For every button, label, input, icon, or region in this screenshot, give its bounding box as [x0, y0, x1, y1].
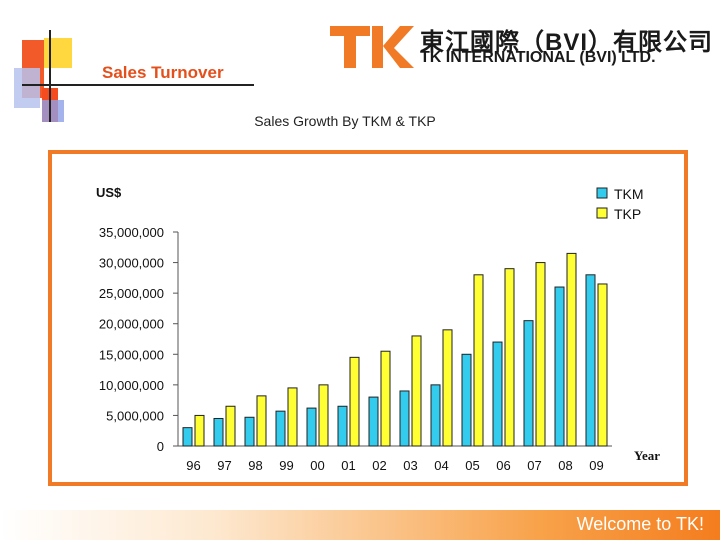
- bar-tkm: [275, 410, 286, 447]
- y-tick-label: 20,000,000: [99, 317, 164, 332]
- bar-chart: 0 5,000,000 10,000,000 15,000,000 20,000,000…: [96, 185, 660, 473]
- bar-tkm: [368, 396, 379, 447]
- bar-tkm: [554, 286, 565, 447]
- bar-tkp: [504, 268, 515, 447]
- bar-tkm: [213, 417, 224, 447]
- bar-tkp: [566, 252, 577, 447]
- x-tick-label: 02: [372, 458, 386, 473]
- x-tick-label: 04: [434, 458, 448, 473]
- chart-title: Sales Growth By TKM & TKP: [254, 113, 436, 129]
- footer-text: Welcome to TK!: [576, 514, 704, 534]
- footer-banner: Welcome to TK!: [0, 510, 720, 540]
- x-tick-label: 07: [527, 458, 541, 473]
- decorative-yellow-block: [44, 38, 72, 68]
- y-tick-label: 25,000,000: [99, 286, 164, 301]
- bar-tkm: [182, 427, 193, 447]
- bar-tkp: [256, 395, 267, 447]
- x-tick-label: 96: [186, 458, 200, 473]
- x-tick-label: 03: [403, 458, 417, 473]
- x-tick-label: 98: [248, 458, 262, 473]
- x-tick-label: 99: [279, 458, 293, 473]
- tk-logo-mark: [330, 26, 414, 68]
- bar-tkp: [380, 350, 391, 447]
- x-tick-label: 08: [558, 458, 572, 473]
- decorative-blue-block-small: [42, 100, 64, 122]
- bar-tkp: [349, 356, 360, 447]
- y-tick-label: 30,000,000: [99, 256, 164, 271]
- y-tick-label: 10,000,000: [99, 378, 164, 393]
- decorative-vertical-line: [49, 30, 51, 122]
- decorative-horizontal-line: [22, 84, 254, 86]
- decorative-blue-block: [14, 68, 40, 108]
- x-axis-label: Year: [634, 448, 660, 463]
- y-axis-label: US$: [96, 185, 122, 200]
- legend-label: TKP: [614, 206, 641, 222]
- bar-tkp: [473, 274, 484, 447]
- y-tick-label: 5,000,000: [106, 408, 164, 423]
- bar-tkm: [585, 274, 596, 447]
- bar-tkp: [194, 414, 205, 447]
- x-tick-label: 05: [465, 458, 479, 473]
- bar-tkm: [337, 405, 348, 447]
- bar-tkp: [287, 387, 298, 447]
- legend-swatch: [596, 187, 608, 199]
- logo-chinese-name: 東江國際（BVI）有限公司: [420, 29, 714, 56]
- logo-english-name: TK INTERNATIONAL (BVI) LTD.: [420, 49, 656, 66]
- bar-tkm: [461, 353, 472, 447]
- bar-tkm: [523, 320, 534, 447]
- x-tick-label: 00: [310, 458, 324, 473]
- bar-tkm: [306, 407, 317, 447]
- x-tick-label: 06: [496, 458, 510, 473]
- legend-swatch: [596, 207, 608, 219]
- bar-tkp: [318, 384, 329, 447]
- y-tick-label: 35,000,000: [99, 225, 164, 240]
- bar-tkm: [492, 341, 503, 447]
- bar-tkp: [597, 283, 608, 447]
- y-tick-label: 0: [157, 439, 164, 454]
- y-tick-label: 15,000,000: [99, 347, 164, 362]
- x-tick-label: 01: [341, 458, 355, 473]
- bar-tkm: [430, 384, 441, 447]
- company-logo: 東江國際（BVI）有限公司 TK INTERNATIONAL (BVI) LTD…: [330, 22, 712, 72]
- bar-tkp: [535, 262, 546, 447]
- page-title: Sales Turnover: [102, 63, 224, 82]
- bar-tkp: [411, 335, 422, 447]
- bar-tkp: [225, 405, 236, 447]
- chart-frame: 0 5,000,000 10,000,000 15,000,000 20,000,000…: [48, 150, 688, 486]
- bar-tkm: [244, 416, 255, 447]
- bar-tkp: [442, 329, 453, 447]
- x-tick-label: 97: [217, 458, 231, 473]
- legend-label: TKM: [614, 186, 644, 202]
- x-tick-label: 09: [589, 458, 603, 473]
- bar-tkm: [399, 390, 410, 447]
